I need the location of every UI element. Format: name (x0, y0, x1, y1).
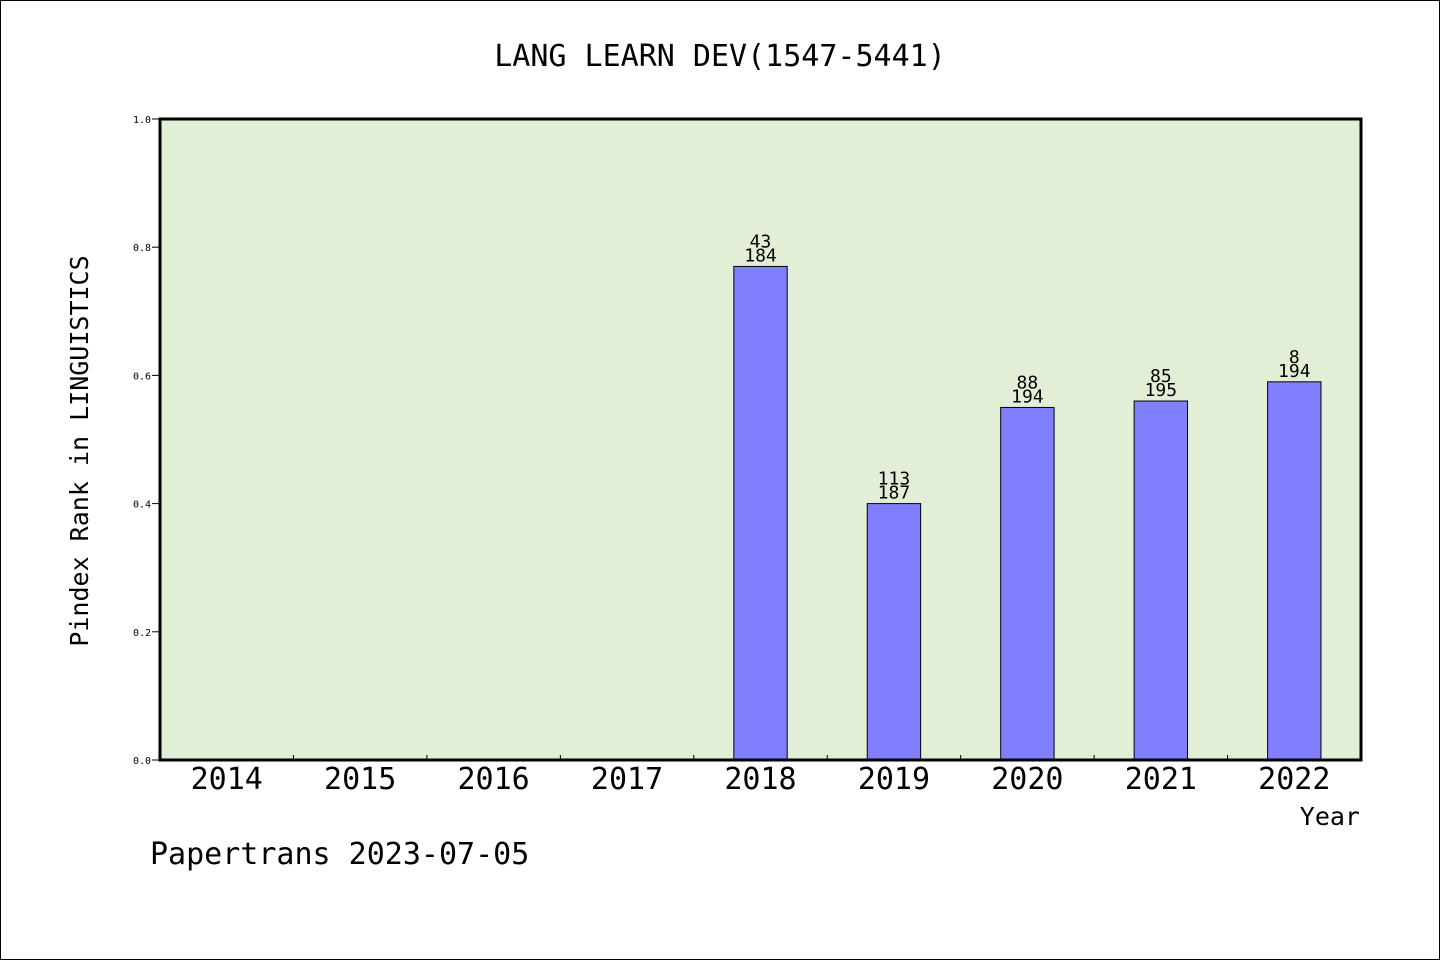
y-tick-label: 0.4 (133, 500, 151, 511)
x-tick-label: 2018 (724, 762, 796, 797)
y-tick-label: 0.0 (133, 756, 151, 767)
bars (733, 265, 1322, 761)
x-tick-label: 2019 (858, 762, 930, 797)
y-tick-label: 0.8 (133, 243, 151, 254)
bar-label-top: 113 (878, 469, 911, 490)
x-axis-ticks: 2014 2015 2016 2017 2018 2019 2020 2021 2022 (191, 755, 1330, 797)
bar-label-top: 43 (750, 231, 772, 252)
bar-label-bottom: 194 (1278, 361, 1311, 382)
y-axis-ticks: 0.0 0.2 0.4 0.6 0.8 1.0 (133, 115, 160, 767)
bar-2020 (1000, 406, 1055, 761)
x-tick-label: 2015 (324, 762, 396, 797)
bar-label-top: 88 (1017, 372, 1039, 393)
x-tick-label: 2017 (591, 762, 663, 797)
x-tick-label: 2022 (1258, 762, 1330, 797)
plot-border (158, 117, 1363, 762)
y-tick-label: 0.2 (133, 628, 151, 639)
bar-2019 (866, 503, 922, 761)
bar-label-bottom: 184 (744, 245, 777, 266)
x-axis-label: Year (1300, 802, 1360, 831)
bar-2018 (733, 265, 788, 761)
chart-title: LANG LEARN DEV(1547-5441) (494, 39, 946, 74)
y-tick-label: 1.0 (133, 115, 151, 126)
x-tick-label: 2014 (191, 762, 263, 797)
bar-label-bottom: 187 (878, 483, 911, 504)
bar-2022 (1267, 381, 1322, 761)
footer-credit: Papertrans 2023-07-05 (150, 837, 529, 872)
x-tick-label: 2016 (457, 762, 529, 797)
y-tick-label: 0.6 (133, 371, 151, 382)
bar-label-bottom: 194 (1011, 386, 1044, 407)
x-tick-label: 2020 (991, 762, 1063, 797)
bar-label-top: 85 (1150, 366, 1172, 387)
bar-2021 (1133, 400, 1189, 761)
bar-label-top: 8 (1289, 347, 1300, 368)
y-axis-label: Pindex Rank in LINGUISTICS (65, 255, 94, 646)
bar-label-bottom: 195 (1145, 380, 1178, 401)
x-tick-label: 2021 (1125, 762, 1197, 797)
